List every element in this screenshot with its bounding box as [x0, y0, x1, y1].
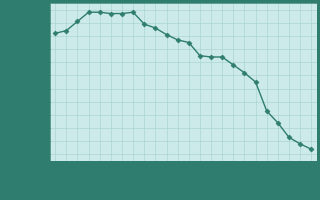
- X-axis label: Humidex (Indice chaleur): Humidex (Indice chaleur): [108, 177, 258, 187]
